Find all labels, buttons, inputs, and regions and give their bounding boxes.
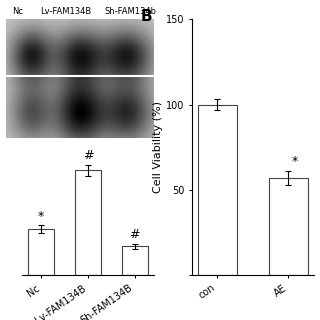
Text: *: * xyxy=(38,210,44,223)
Text: #: # xyxy=(83,149,93,163)
Bar xyxy=(28,229,54,275)
Text: Sh-FAM134b: Sh-FAM134b xyxy=(104,7,156,16)
Bar xyxy=(75,170,101,275)
Text: B: B xyxy=(141,9,153,24)
Bar xyxy=(197,105,237,275)
Text: #: # xyxy=(130,228,140,241)
Bar xyxy=(122,246,148,275)
Y-axis label: Cell Viability (%): Cell Viability (%) xyxy=(153,101,163,193)
Text: *: * xyxy=(292,155,298,168)
Text: Lv-FAM134B: Lv-FAM134B xyxy=(40,7,91,16)
Text: Nc: Nc xyxy=(12,7,23,16)
Bar xyxy=(269,178,308,275)
